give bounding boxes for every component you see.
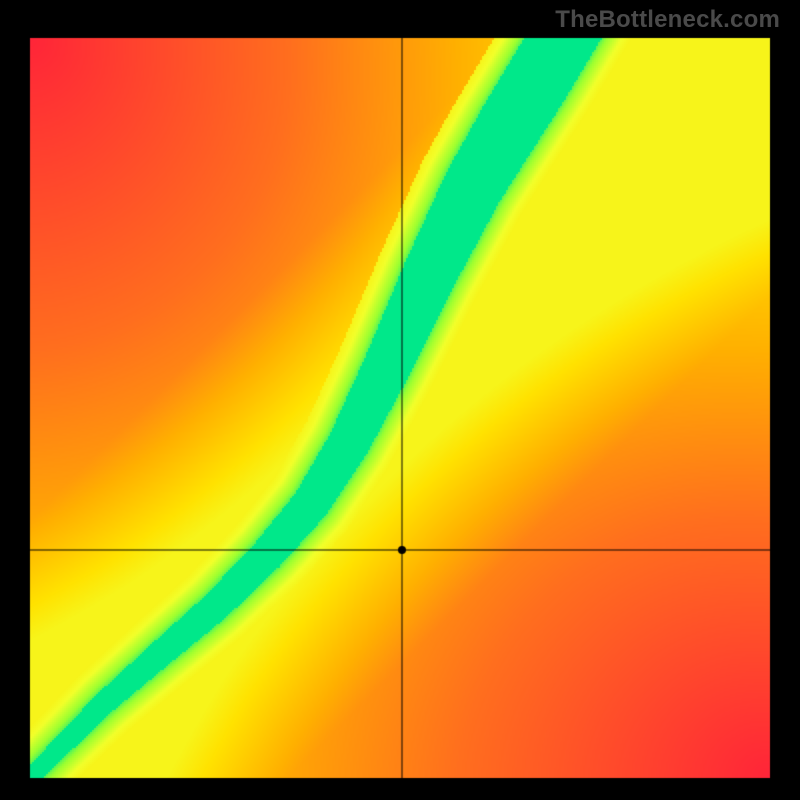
watermark-text: TheBottleneck.com — [555, 6, 780, 34]
heatmap-canvas — [0, 0, 800, 800]
chart-container: TheBottleneck.com — [0, 0, 800, 800]
